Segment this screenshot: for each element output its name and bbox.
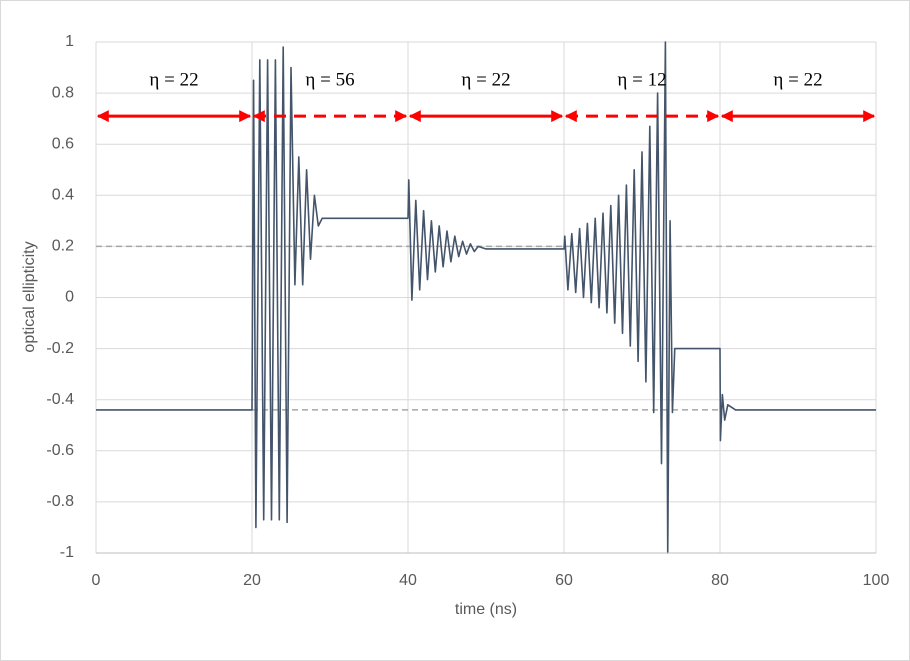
y-tick-label: 0.4 bbox=[52, 187, 74, 204]
x-tick-label: 80 bbox=[711, 572, 729, 589]
annotation-label: η = 22 bbox=[149, 69, 198, 90]
y-tick-label: 1 bbox=[65, 33, 74, 50]
x-tick-label: 40 bbox=[399, 572, 417, 589]
y-axis-title: optical ellipticity bbox=[21, 241, 38, 352]
y-tick-label: -0.4 bbox=[46, 391, 74, 408]
annotation-label: η = 56 bbox=[305, 69, 354, 90]
x-tick-label: 100 bbox=[863, 572, 890, 589]
y-tick-label: -0.2 bbox=[46, 340, 74, 357]
x-axis-title: time (ns) bbox=[455, 601, 517, 618]
y-tick-label: -0.6 bbox=[46, 442, 74, 459]
x-tick-label: 0 bbox=[92, 572, 101, 589]
y-tick-label: 0.6 bbox=[52, 135, 74, 152]
y-tick-label: -1 bbox=[60, 544, 74, 561]
annotation-label: η = 22 bbox=[461, 69, 510, 90]
annotation-label: η = 12 bbox=[617, 69, 666, 90]
y-tick-label: -0.8 bbox=[46, 493, 74, 510]
signal-line bbox=[96, 41, 876, 554]
y-tick-label: 0 bbox=[65, 289, 74, 306]
y-tick-label: 0.2 bbox=[52, 238, 74, 255]
y-tick-label: 0.8 bbox=[52, 84, 74, 101]
x-tick-label: 20 bbox=[243, 572, 261, 589]
x-tick-label: 60 bbox=[555, 572, 573, 589]
annotation-label: η = 22 bbox=[773, 69, 822, 90]
